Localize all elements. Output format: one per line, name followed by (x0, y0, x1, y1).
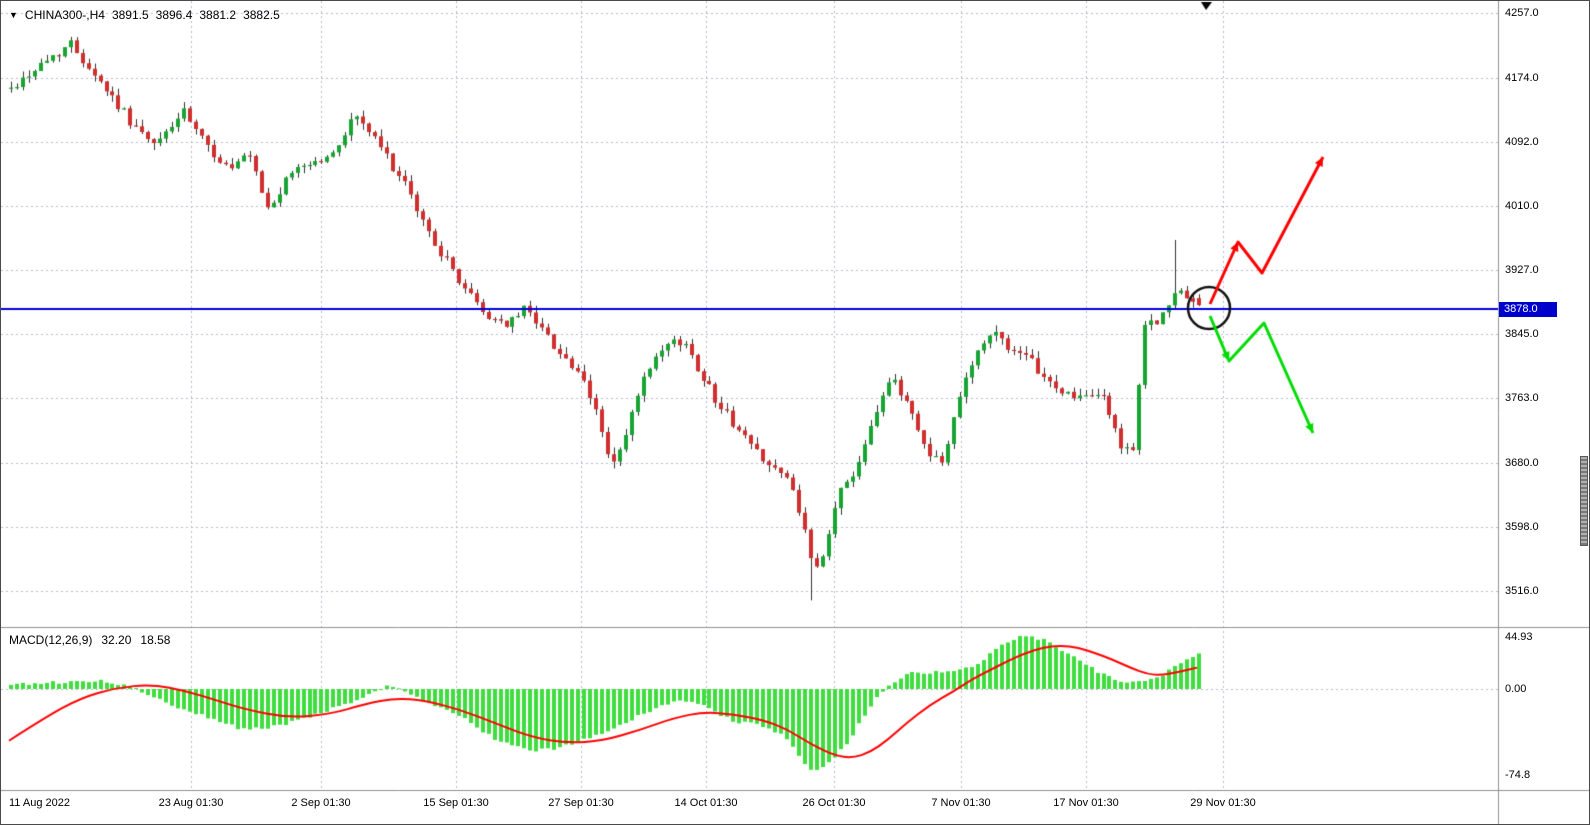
quote-high: 3896.4 (155, 8, 193, 22)
quote-low: 3881.2 (199, 8, 237, 22)
scrollbar-thumb[interactable] (1580, 456, 1588, 546)
quote-close: 3882.5 (243, 8, 280, 22)
bid-price-value: 3878.0 (1504, 302, 1538, 315)
quote-open: 3891.5 (111, 8, 149, 22)
symbol-timeframe-label: CHINA300-,H4 (24, 8, 105, 22)
macd-name: MACD(12,26,9) (9, 633, 93, 647)
macd-signal-value: 18.58 (140, 633, 171, 647)
macd-indicator-label: MACD(12,26,9) 32.20 18.58 (9, 633, 170, 647)
symbol-info-bar: ▼ CHINA300-,H4 3891.5 3896.4 3881.2 3882… (9, 8, 280, 22)
symbol-dropdown-icon[interactable]: ▼ (9, 10, 18, 20)
bid-price-badge: 3878.0 (1499, 301, 1557, 317)
macd-main-value: 32.20 (101, 633, 132, 647)
